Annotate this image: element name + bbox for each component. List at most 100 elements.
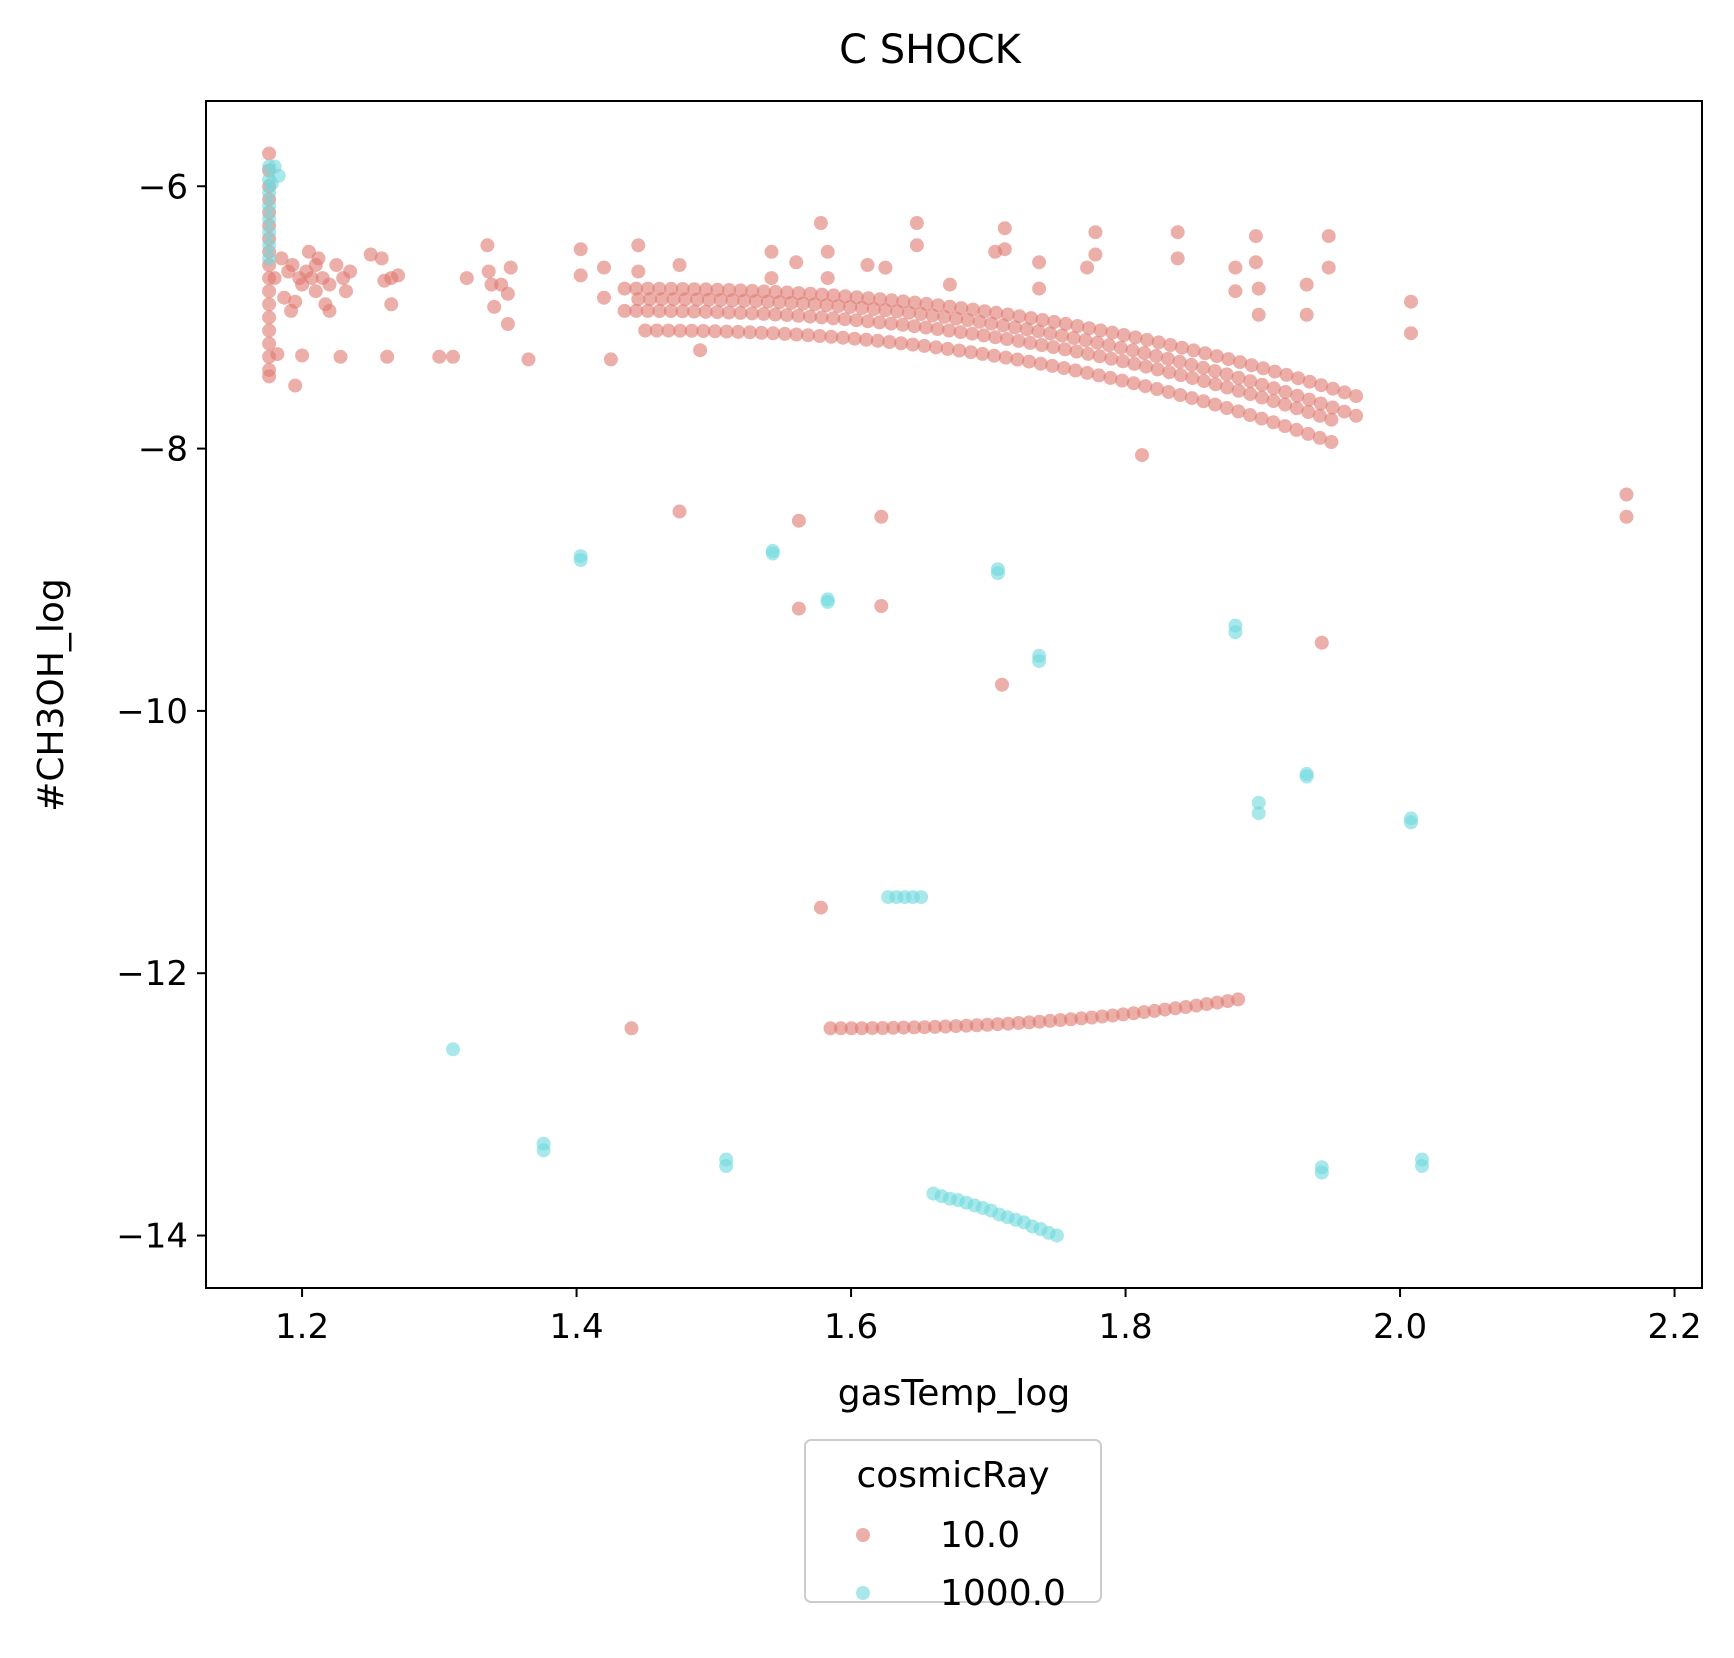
data-point-10-0	[1184, 357, 1199, 372]
data-point-10-0	[813, 900, 828, 915]
data-point-10-0	[1178, 1000, 1193, 1014]
data-point-10-0	[1219, 367, 1234, 382]
data-point-10-0	[766, 326, 781, 341]
data-point-10-0	[1104, 351, 1119, 366]
data-point-10-0	[1116, 328, 1131, 342]
data-point-10-0	[701, 292, 716, 307]
data-point-10-0	[603, 352, 618, 367]
data-point-10-0	[859, 332, 874, 347]
data-point-10-0	[666, 292, 681, 307]
data-point-10-0	[890, 304, 905, 319]
data-point-10-0	[831, 299, 846, 314]
data-point-10-0	[754, 325, 769, 340]
data-point-10-0	[1032, 281, 1047, 296]
data-point-10-0	[1055, 328, 1069, 343]
data-point-10-0	[833, 1021, 848, 1036]
data-point-10-0	[1196, 394, 1211, 409]
data-point-10-0	[1325, 400, 1340, 415]
data-point-10-0	[760, 294, 775, 309]
data-point-10-0	[285, 258, 300, 272]
data-point-10-0	[1069, 344, 1084, 359]
data-point-10-0	[988, 330, 1003, 345]
data-point-10-0	[779, 308, 794, 323]
data-point-1000-0	[1314, 1165, 1329, 1180]
data-point-10-0	[1032, 255, 1047, 270]
data-point-1000-0	[1251, 795, 1266, 810]
data-point-10-0	[1301, 405, 1316, 419]
data-point-10-0	[953, 325, 968, 340]
data-point-10-0	[925, 308, 940, 323]
data-point-10-0	[835, 330, 850, 345]
data-point-10-0	[1160, 351, 1175, 366]
data-point-10-0	[1619, 509, 1634, 524]
data-point-10-0	[977, 304, 992, 319]
data-point-10-0	[791, 308, 806, 323]
data-point-10-0	[503, 260, 518, 275]
data-point-10-0	[1105, 325, 1120, 340]
data-point-10-0	[1081, 346, 1096, 361]
data-point-10-0	[1058, 316, 1073, 331]
data-point-10-0	[1070, 319, 1085, 333]
data-point-1000-0	[719, 1159, 734, 1173]
data-point-10-0	[764, 271, 779, 286]
data-point-1000-0	[446, 1042, 460, 1057]
data-point-10-0	[1011, 1016, 1026, 1030]
data-point-10-0	[789, 327, 804, 342]
data-point-10-0	[960, 313, 975, 328]
data-point-10-0	[872, 315, 887, 330]
data-point-10-0	[1168, 1001, 1183, 1016]
data-point-10-0	[1066, 330, 1081, 345]
data-point-10-0	[996, 318, 1011, 333]
data-point-10-0	[987, 348, 1002, 363]
data-point-10-0	[942, 277, 957, 292]
data-point-10-0	[684, 323, 699, 338]
data-point-10-0	[905, 337, 920, 352]
legend-marker-10	[856, 1528, 870, 1542]
data-point-1000-0	[573, 553, 588, 568]
data-point-10-0	[965, 326, 980, 341]
data-point-10-0	[1019, 322, 1034, 337]
data-point-10-0	[1324, 412, 1339, 427]
data-point-10-0	[1220, 994, 1235, 1009]
data-point-10-0	[1007, 320, 1022, 335]
data-point-10-0	[878, 260, 893, 275]
x-tick-label: 2.2	[1648, 1307, 1702, 1347]
data-point-10-0	[1162, 365, 1177, 380]
data-point-10-0	[1088, 225, 1103, 240]
data-point-10-0	[972, 314, 987, 329]
x-tick-label: 1.2	[275, 1307, 329, 1347]
data-point-10-0	[826, 288, 841, 303]
data-point-10-0	[673, 323, 688, 338]
data-point-10-0	[1031, 324, 1046, 339]
data-point-10-0	[1404, 326, 1418, 341]
data-point-1000-0	[820, 595, 835, 609]
data-point-10-0	[295, 348, 310, 363]
data-point-10-0	[875, 1021, 890, 1035]
y-tick-label: −8	[138, 430, 188, 470]
data-point-10-0	[1078, 333, 1093, 348]
data-point-10-0	[980, 1017, 995, 1032]
data-point-10-0	[308, 284, 323, 299]
data-point-10-0	[1128, 330, 1143, 345]
data-point-10-0	[322, 277, 337, 292]
data-point-10-0	[1299, 277, 1314, 292]
data-point-10-0	[262, 336, 277, 351]
data-point-10-0	[1197, 374, 1211, 389]
data-point-10-0	[573, 268, 588, 283]
data-point-10-0	[1254, 390, 1269, 405]
data-point-10-0	[374, 251, 389, 266]
data-point-10-0	[1349, 408, 1364, 423]
data-point-1000-0	[765, 546, 780, 561]
data-point-10-0	[624, 1021, 639, 1036]
data-point-10-0	[942, 323, 957, 338]
data-point-10-0	[963, 345, 978, 360]
data-point-10-0	[789, 255, 804, 270]
data-point-10-0	[1199, 997, 1214, 1012]
data-point-10-0	[860, 314, 875, 329]
data-point-10-0	[487, 299, 502, 314]
data-point-10-0	[617, 303, 632, 318]
data-point-10-0	[820, 271, 835, 286]
data-point-10-0	[1244, 358, 1259, 373]
data-point-10-0	[1080, 260, 1095, 275]
